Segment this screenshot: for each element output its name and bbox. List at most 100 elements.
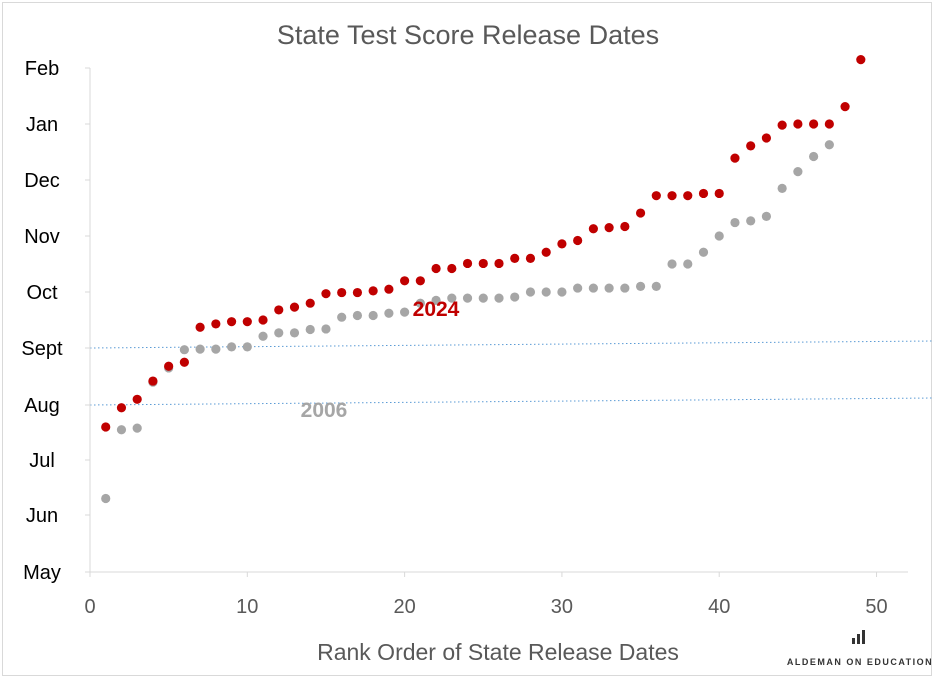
point-2006 (667, 259, 677, 269)
y-tick-label: Jun (26, 505, 58, 527)
point-2024 (635, 208, 646, 218)
point-2006 (746, 216, 756, 226)
point-2024 (384, 284, 394, 294)
point-2006 (714, 231, 724, 241)
point-2006 (604, 283, 614, 293)
point-2006 (116, 425, 127, 435)
x-tick-label: 0 (84, 596, 95, 618)
y-tick-label: Oct (26, 282, 58, 304)
point-2024 (179, 357, 189, 367)
point-2024 (809, 119, 819, 129)
point-2024 (557, 239, 567, 249)
bar-chart-icon (852, 630, 865, 644)
y-tick-labels: May Jun Jul Aug Sept Oct Nov Dec Jan Feb (21, 58, 63, 584)
point-2006 (809, 151, 819, 162)
point-2024 (226, 317, 237, 327)
point-2006 (101, 493, 111, 504)
x-tick-labels: 0 10 20 30 40 50 (84, 596, 887, 618)
point-2006 (226, 342, 237, 352)
point-2024 (777, 120, 787, 130)
point-2024 (714, 188, 724, 199)
point-2024 (761, 133, 772, 143)
point-2006 (305, 324, 315, 335)
point-2024 (242, 317, 252, 327)
point-2024 (148, 376, 158, 386)
point-2006 (824, 140, 834, 150)
point-2024 (667, 191, 677, 201)
point-2024 (840, 102, 850, 112)
point-2006 (588, 283, 598, 293)
y-tick-label: Sept (21, 338, 63, 360)
point-2024 (683, 191, 693, 201)
data-points (101, 55, 866, 504)
point-2024 (337, 287, 347, 298)
point-2006 (179, 345, 189, 355)
point-2024 (620, 221, 630, 232)
point-2024 (447, 263, 457, 274)
point-2006 (462, 293, 473, 303)
point-2006 (195, 344, 205, 354)
point-2024 (588, 224, 598, 234)
point-2006 (651, 281, 661, 291)
point-2006 (400, 307, 410, 317)
point-2024 (368, 286, 378, 296)
annotation-2006: 2006 (301, 399, 348, 422)
point-2024 (604, 223, 614, 233)
point-2006 (620, 283, 630, 293)
point-2006 (337, 312, 347, 322)
point-2024 (258, 315, 268, 325)
reference-line-aug (89, 397, 935, 406)
point-2024 (415, 276, 425, 286)
series-2006 (101, 140, 834, 504)
point-2024 (478, 258, 488, 269)
y-tick-label: Jan (26, 114, 58, 136)
brand-text: ALDEMAN ON EDUCATION (787, 657, 933, 667)
point-2024 (132, 394, 142, 404)
point-2006 (573, 283, 583, 293)
y-tick-label: May (23, 562, 61, 584)
point-2024 (101, 422, 111, 432)
point-2024 (274, 305, 284, 315)
point-2024 (746, 141, 756, 151)
x-tick-label: 20 (393, 596, 415, 618)
point-2006 (211, 344, 221, 354)
point-2006 (525, 287, 536, 297)
point-2024 (305, 298, 315, 308)
point-2006 (321, 324, 331, 334)
point-2006 (242, 342, 252, 352)
point-2006 (352, 310, 363, 321)
point-2024 (525, 253, 536, 263)
series-2024 (101, 55, 866, 432)
point-2006 (730, 217, 740, 228)
x-tick-label: 10 (236, 596, 258, 618)
point-2024 (494, 258, 504, 269)
point-2006 (384, 308, 394, 318)
point-2024 (321, 289, 331, 299)
point-2006 (447, 293, 457, 303)
y-tick-label: Feb (25, 58, 59, 80)
point-2024 (431, 263, 441, 274)
point-2024 (400, 276, 410, 286)
point-2006 (274, 328, 284, 338)
point-2024 (793, 119, 803, 129)
point-2006 (368, 310, 378, 321)
point-2006 (415, 298, 425, 308)
point-2024 (462, 258, 473, 269)
y-tick-label: Dec (24, 170, 60, 192)
point-2006 (777, 183, 787, 193)
point-2024 (195, 322, 205, 332)
x-tick-label: 50 (865, 596, 887, 618)
y-tick-label: Nov (24, 226, 60, 248)
y-tick-label: Aug (24, 395, 60, 417)
point-2006 (478, 293, 488, 303)
point-2024 (164, 361, 174, 371)
point-2006 (557, 287, 567, 297)
point-2024 (289, 302, 300, 312)
point-2024 (573, 235, 583, 246)
point-2024 (116, 403, 127, 413)
y-tick-label: Jul (29, 450, 55, 472)
axes (85, 67, 908, 577)
brand-logo: ALDEMAN ON EDUCATION (787, 630, 933, 667)
